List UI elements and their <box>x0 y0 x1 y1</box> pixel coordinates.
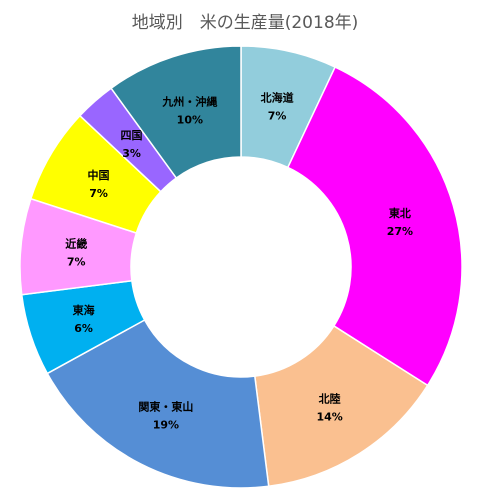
segment-value-label: 27% <box>387 225 413 238</box>
segment-value-label: 3% <box>122 147 141 160</box>
segment-category-label: 北陸 <box>319 392 341 406</box>
segment-value-label: 7% <box>67 255 86 268</box>
segment-category-label: 関東・東山 <box>138 399 193 413</box>
segment-value-label: 7% <box>89 187 108 200</box>
segment-category-label: 東北 <box>389 206 411 220</box>
segment-category-label: 四国 <box>121 129 143 142</box>
segment-value-label: 10% <box>177 114 203 127</box>
segment-value-label: 7% <box>268 109 287 122</box>
segment-category-label: 北海道 <box>261 90 294 104</box>
segment-category-label: 九州・沖縄 <box>161 95 217 109</box>
donut-segment <box>286 66 463 387</box>
segment-category-label: 近畿 <box>65 236 87 250</box>
donut-segment <box>110 45 242 180</box>
donut-segment <box>46 318 270 489</box>
chart-title: 地域別 米の生産量(2018年) <box>131 13 359 33</box>
segment-value-label: 19% <box>153 418 179 431</box>
segment-category-label: 東海 <box>73 303 95 317</box>
segment-value-label: 6% <box>74 322 93 335</box>
segment-category-label: 中国 <box>88 168 110 182</box>
segment-value-label: 14% <box>317 411 343 424</box>
